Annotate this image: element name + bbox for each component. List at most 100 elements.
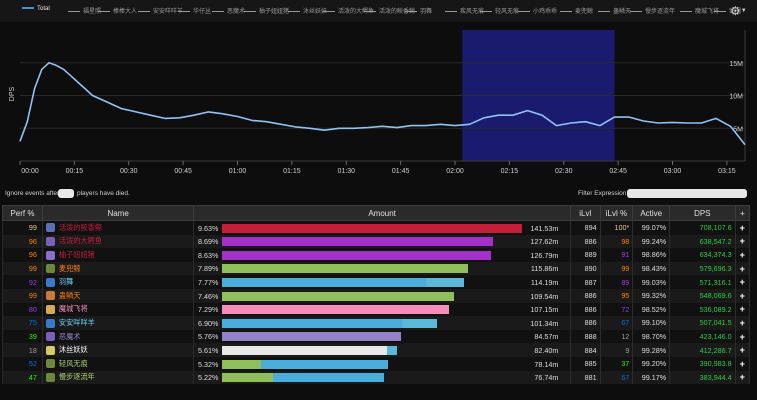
player-name[interactable]: 柚子妞妞猪 [58, 250, 95, 260]
legend-item[interactable]: Total [22, 6, 50, 12]
col-perf[interactable]: Perf % [2, 205, 43, 221]
player-name[interactable]: 慢步逐流年 [58, 372, 95, 382]
plus-icon[interactable]: + [739, 345, 745, 356]
col-active[interactable]: Active [632, 205, 671, 221]
player-name[interactable]: 麦兜鲸 [58, 263, 81, 273]
expand-row-button[interactable]: + [734, 234, 751, 249]
player-name[interactable]: 恶魔术 [58, 331, 81, 341]
plus-icon[interactable]: + [739, 236, 745, 247]
plus-icon[interactable]: + [739, 290, 745, 301]
player-name[interactable]: 轻风无痕 [58, 358, 88, 368]
legend-item[interactable]: 恶魔术 [212, 6, 245, 15]
active-cell: 99.07% [632, 220, 671, 235]
table-row[interactable]: 18 沐丝妖妖 5.61% 82.40m 884 9 99.28% 412,286.7 + [2, 343, 751, 357]
legend-item[interactable]: 轻风无痕 [480, 6, 519, 15]
name-cell[interactable]: 魔城飞将 [41, 302, 195, 317]
legend-item[interactable]: 华仔丛 [178, 6, 211, 15]
gear-icon[interactable]: ⚙ [730, 4, 741, 18]
legend-item[interactable]: 活泼的鲛香鲸 [364, 6, 415, 15]
legend-item[interactable]: 柚子妞妞猪 [244, 6, 289, 15]
expand-row-button[interactable]: + [734, 288, 751, 303]
name-cell[interactable]: 恶魔术 [41, 329, 195, 344]
col-amount[interactable]: Amount [193, 205, 571, 221]
plus-icon[interactable]: + [739, 222, 745, 233]
death-count-input[interactable] [58, 189, 74, 198]
player-name[interactable]: 沐丝妖妖 [58, 345, 88, 355]
filter-expression-input[interactable] [627, 189, 747, 198]
player-name[interactable]: 活泼的大鳄鱼 [58, 236, 103, 246]
name-cell[interactable]: 蛊鳞天 [41, 288, 195, 303]
expand-row-button[interactable]: + [734, 302, 751, 317]
table-row[interactable]: 96 柚子妞妞猪 8.63% 126.79m 889 91 98.86% 634,374.3 + [2, 248, 751, 262]
expand-row-button[interactable]: + [734, 316, 751, 330]
name-cell[interactable]: 活泼的大鳄鱼 [41, 234, 195, 249]
plus-icon[interactable]: + [739, 277, 745, 288]
plus-icon[interactable]: + [739, 249, 745, 260]
table-row[interactable]: 99 麦兜鲸 7.89% 115.86m 890 99 98.43% 579,696.3 + [2, 261, 751, 276]
legend-item[interactable]: 活泼的大鳄鱼 [323, 6, 374, 15]
expand-row-button[interactable]: + [734, 248, 751, 262]
plus-icon[interactable]: + [739, 208, 745, 218]
expand-row-button[interactable]: + [734, 356, 751, 371]
expand-row-button[interactable]: + [734, 261, 751, 276]
legend-item[interactable]: 魔城飞将 [680, 6, 719, 15]
expand-row-button[interactable]: + [734, 275, 751, 289]
perf-cell: 96 [2, 248, 43, 262]
plus-icon[interactable]: + [739, 304, 745, 315]
name-cell[interactable]: 活泼的鲛香鲸 [41, 220, 195, 235]
plus-icon[interactable]: + [739, 263, 745, 274]
expand-row-button[interactable]: + [734, 220, 751, 235]
name-cell[interactable]: 慢步逐流年 [41, 370, 195, 385]
legend-item[interactable]: 小鸡乖乖 [518, 6, 557, 15]
legend-item[interactable]: 羽舞 [405, 6, 432, 15]
legend-item[interactable]: 慢步逐流年 [630, 6, 675, 15]
name-cell[interactable]: 沐丝妖妖 [41, 343, 195, 357]
table-row[interactable]: 52 轻风无痕 5.32% 78.14m 885 37 99.20% 390,983.8 + [2, 356, 751, 371]
spec-icon [45, 250, 55, 260]
name-cell[interactable]: 安安咩咩羊 [41, 316, 195, 330]
legend-item[interactable]: 安安咩咩羊 [138, 6, 183, 15]
settings-menu[interactable]: ⚙▼ [730, 5, 748, 19]
player-name[interactable]: 活泼的鲛香鲸 [58, 222, 103, 232]
expand-row-button[interactable]: + [734, 370, 751, 385]
col-name[interactable]: Name [41, 205, 195, 221]
table-row[interactable]: 92 羽舞 7.77% 114.19m 887 89 99.03% 571,316.1 + [2, 275, 751, 289]
table-row[interactable]: 96 活泼的大鳄鱼 8.69% 127.62m 886 98 99.24% 638,547.2… [2, 234, 751, 249]
legend-item[interactable]: 铂圈 [714, 6, 741, 15]
series-line-total[interactable] [19, 62, 746, 146]
legend-item[interactable]: 福星照 [68, 6, 101, 15]
plus-icon[interactable]: + [739, 317, 745, 328]
player-name[interactable]: 蛊鳞天 [58, 290, 81, 300]
caret-down-icon[interactable]: ▼ [740, 8, 747, 14]
legend-item[interactable]: 蛊鳞天 [598, 6, 631, 15]
expand-row-button[interactable]: + [734, 343, 751, 357]
name-cell[interactable]: 羽舞 [41, 275, 195, 289]
add-column-button[interactable]: + [734, 205, 751, 221]
col-dps[interactable]: DPS [669, 205, 736, 221]
table-row[interactable]: 75 安安咩咩羊 6.90% 101.34m 886 67 99.10% 507,041.5 + [2, 316, 751, 330]
legend-label: 沐丝妖妖 [303, 9, 328, 15]
player-name[interactable]: 魔城飞将 [58, 304, 88, 314]
table-row[interactable]: 99 蛊鳞天 7.46% 109.54m 886 95 99.32% 548,069.6 + [2, 288, 751, 303]
plus-icon[interactable]: + [739, 331, 745, 342]
name-cell[interactable]: 麦兜鲸 [41, 261, 195, 276]
dps-line-chart[interactable]: 00:00 00:15 00:30 00:45 01:00 01:15 01:30 01:45… [0, 22, 757, 186]
player-name[interactable]: 羽舞 [58, 277, 74, 287]
player-name[interactable]: 安安咩咩羊 [58, 318, 95, 327]
table-row[interactable]: 99 活泼的鲛香鲸 9.63% 141.53m 894 100* 99.07% 708,107… [2, 220, 751, 235]
legend-item[interactable]: 棒棒大人 [98, 6, 137, 15]
table-row[interactable]: 47 慢步逐流年 5.22% 76.74m 881 67 99.17% 383,944.4 + [2, 370, 751, 385]
plus-icon[interactable]: + [739, 372, 745, 383]
table-row[interactable]: 39 恶魔术 5.76% 84.57m 888 12 98.70% 423,146.0 + [2, 329, 751, 344]
legend-item[interactable]: 麦兜鲸 [560, 6, 593, 15]
name-cell[interactable]: 柚子妞妞猪 [41, 248, 195, 262]
col-ilvl-pct[interactable]: iLvl % [599, 205, 634, 221]
legend-item[interactable]: 沐丝妖妖 [288, 6, 327, 15]
legend-item[interactable]: 疾风无痕 [445, 6, 484, 15]
expand-row-button[interactable]: + [734, 329, 751, 344]
plus-icon[interactable]: + [739, 358, 745, 369]
table-row[interactable]: 80 魔城飞将 7.29% 107.15m 886 72 98.52% 536,089.2 + [2, 302, 751, 317]
col-ilvl[interactable]: iLvl [569, 205, 601, 221]
name-cell[interactable]: 轻风无痕 [41, 356, 195, 371]
chart-legend: Total 福星照 棒棒大人 安安咩咩羊 华仔丛 恶魔术 柚子妞妞猪 沐丝妖妖 活泼的大鳄鱼 活泼… [0, 0, 757, 22]
